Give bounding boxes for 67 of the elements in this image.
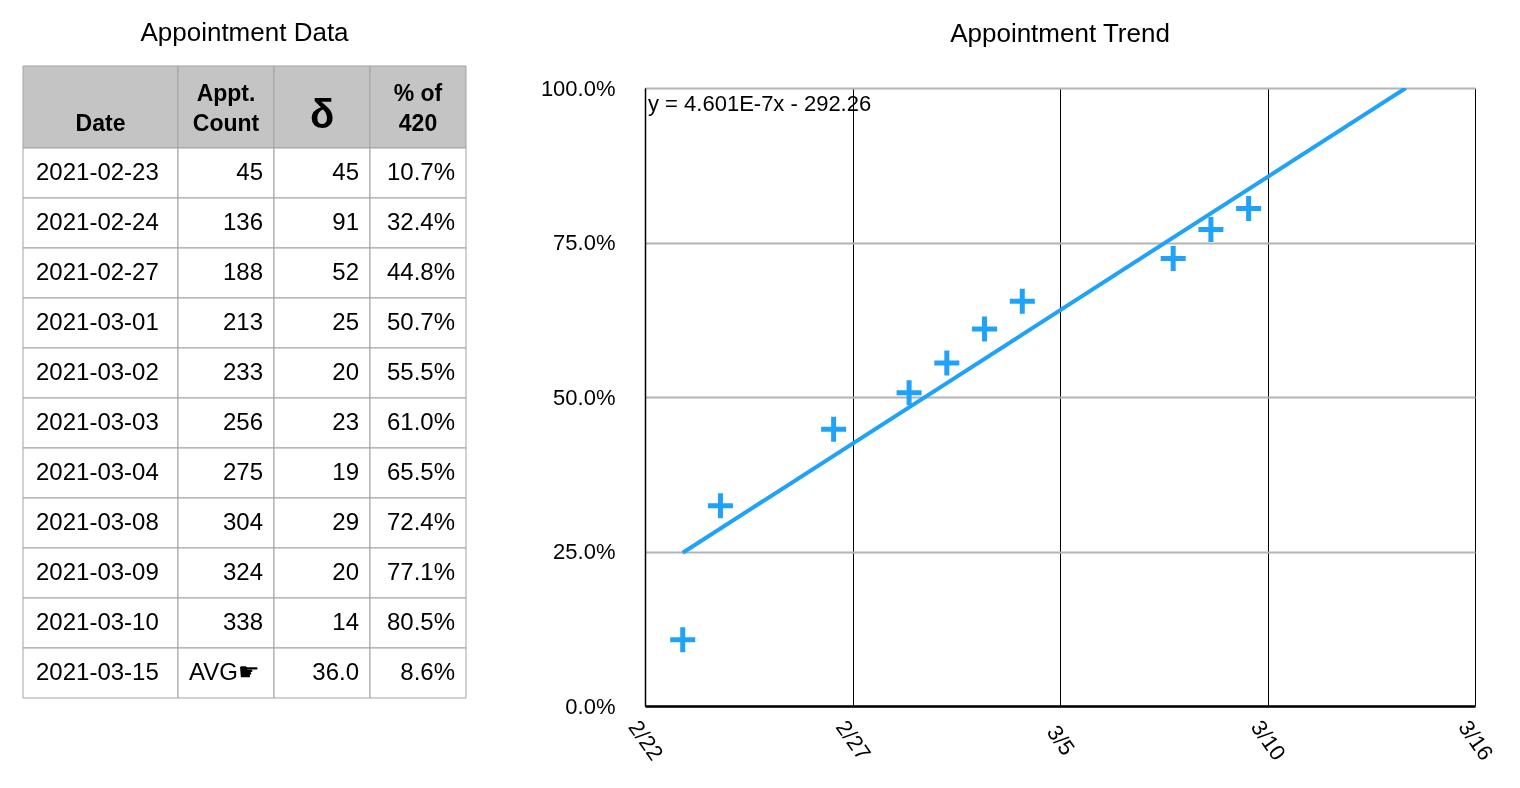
text: 80.5% xyxy=(386,608,455,635)
text: 19 xyxy=(332,458,359,485)
point xyxy=(821,416,847,442)
text: 338 xyxy=(222,608,263,635)
text: 10.7% xyxy=(386,158,455,185)
text: 61.0% xyxy=(386,408,455,435)
point xyxy=(1009,288,1035,314)
text: 23 xyxy=(332,408,359,435)
text: 91 xyxy=(332,208,359,235)
text: 55.5% xyxy=(386,358,455,385)
x-tick-label: 2/27 xyxy=(830,715,876,765)
text: Appointment Data xyxy=(140,16,350,47)
text: 213 xyxy=(222,308,263,335)
text: 2021-02-24 xyxy=(36,208,159,235)
text: 324 xyxy=(222,558,263,585)
category-label: δ xyxy=(309,92,335,136)
y-tick-label: 75.0% xyxy=(553,230,616,255)
y-tick-label: 50.0% xyxy=(553,384,616,410)
y-tick-label: 0.0% xyxy=(565,693,616,719)
text: 50.7% xyxy=(386,308,455,335)
text: 65.5% xyxy=(386,458,455,485)
text: 45 xyxy=(236,158,263,185)
text: 2021-03-01 xyxy=(36,308,159,335)
text: 72.4% xyxy=(386,508,455,535)
text: 2021-02-23 xyxy=(36,158,159,185)
point xyxy=(1236,196,1262,222)
text: 233 xyxy=(222,358,263,385)
text: 304 xyxy=(222,508,263,535)
text: 188 xyxy=(222,258,263,285)
text: 29 xyxy=(332,508,359,535)
category-label: Appt. Count xyxy=(192,80,260,136)
text: 2021-02-27 xyxy=(36,258,159,285)
point xyxy=(1160,246,1186,272)
text: 8.6% xyxy=(400,658,455,685)
text: 45 xyxy=(332,158,359,185)
y-tick-label: 25.0% xyxy=(553,539,616,564)
text: 25 xyxy=(332,308,359,335)
chart-title: Appointment Trend xyxy=(950,18,1170,48)
text: 2021-03-03 xyxy=(36,408,159,435)
text: 44.8% xyxy=(386,258,455,285)
text: 2021-03-10 xyxy=(36,608,159,635)
text: 36.0 xyxy=(312,658,359,685)
point xyxy=(934,350,960,376)
text: 32.4% xyxy=(386,208,455,235)
text: 136 xyxy=(222,208,263,235)
text: 20 xyxy=(332,358,359,385)
point xyxy=(670,627,696,653)
text: 2021-03-09 xyxy=(36,558,159,585)
text: 14 xyxy=(332,608,359,635)
text: 2021-03-02 xyxy=(36,358,159,385)
category-label: % of 420 xyxy=(393,80,443,136)
text: 2021-03-04 xyxy=(36,458,159,485)
text: 77.1% xyxy=(386,558,455,585)
text: 20 xyxy=(332,558,359,585)
text: 2021-03-08 xyxy=(36,508,159,535)
y-tick-label: 100.0% xyxy=(540,75,616,101)
category-label: Date xyxy=(75,110,126,136)
point xyxy=(707,493,733,519)
text: 256 xyxy=(222,408,263,435)
x-tick-label: 3/5 xyxy=(1041,720,1080,760)
text: AVG☛ xyxy=(189,658,260,685)
text: 2021-03-15 xyxy=(36,658,159,685)
point xyxy=(972,316,998,342)
point xyxy=(1198,217,1224,243)
text: 275 xyxy=(222,458,263,485)
point xyxy=(896,380,922,406)
text: 52 xyxy=(332,258,359,285)
